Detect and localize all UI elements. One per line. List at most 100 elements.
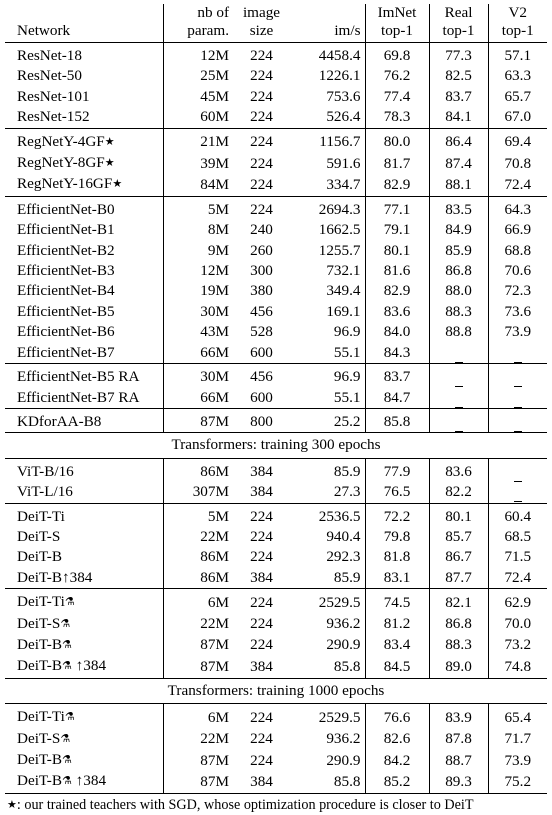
network-name-text: EfficientNet-B2 bbox=[17, 241, 115, 259]
real-top1 bbox=[429, 342, 489, 364]
star-icon: ★ bbox=[112, 178, 123, 191]
imnet-top1: 85.8 bbox=[365, 411, 430, 433]
alembic-icon: ⚗ bbox=[62, 638, 72, 651]
real-top1: 86.8 bbox=[429, 613, 489, 635]
image-size: 224 bbox=[250, 87, 273, 105]
param-count: 87M bbox=[163, 771, 233, 794]
network-name-text: ResNet-18 bbox=[17, 47, 82, 64]
real-top1: 85.9 bbox=[429, 240, 489, 262]
imnet-top1: 83.1 bbox=[365, 567, 430, 589]
throughput: 2529.5 bbox=[290, 592, 366, 614]
network-name: ResNet-101 bbox=[5, 86, 164, 108]
group-spacer bbox=[5, 703, 547, 708]
throughput: 936.2 bbox=[290, 728, 366, 750]
throughput: 732.1 bbox=[290, 261, 366, 282]
v2-top1 bbox=[488, 412, 547, 433]
real-top1: 83.7 bbox=[429, 86, 489, 108]
network-name: EfficientNet-B0 bbox=[5, 199, 164, 221]
network-name: EfficientNet-B5 bbox=[5, 301, 164, 323]
throughput: 96.9 bbox=[290, 367, 366, 388]
network-name: DeiT-B bbox=[5, 547, 164, 568]
imnet-top1: 69.8 bbox=[365, 46, 430, 67]
throughput: 4458.4 bbox=[290, 46, 366, 67]
imnet-top1: 84.5 bbox=[365, 656, 430, 679]
param-count: 12M bbox=[200, 47, 229, 64]
imnet-top1: 79.1 bbox=[365, 220, 430, 241]
table-row: EfficientNet-B3 12M 300 732.1 81.6 86.8 70.6 bbox=[5, 261, 547, 282]
image-size: 224 bbox=[250, 708, 273, 726]
network-name-text: EfficientNet-B5 RA bbox=[17, 368, 140, 386]
table-row: DeiT-S 22M 224 940.4 79.8 85.7 68.5 bbox=[5, 526, 547, 548]
throughput: 96.9 bbox=[290, 322, 366, 343]
v2-top1 bbox=[488, 482, 547, 503]
network-name-text: DeiT-S bbox=[17, 527, 61, 545]
not-available-dash bbox=[513, 480, 522, 482]
throughput: 334.7 bbox=[290, 174, 366, 197]
imnet-top1: 76.2 bbox=[365, 66, 430, 87]
param-count: 9M bbox=[207, 241, 229, 259]
param-count: 5M bbox=[207, 200, 229, 218]
throughput: 169.1 bbox=[290, 301, 366, 323]
throughput: 526.4 bbox=[290, 107, 366, 129]
alembic-icon: ⚗ bbox=[62, 775, 72, 788]
param-count: 39M bbox=[200, 154, 229, 172]
image-size: 224 bbox=[250, 548, 273, 566]
image-size: 224 bbox=[250, 507, 273, 525]
network-name: EfficientNet-B1 bbox=[5, 220, 164, 241]
image-size: 224 bbox=[250, 730, 273, 748]
real-top1: 80.1 bbox=[429, 506, 489, 527]
network-name-text: EfficientNet-B6 bbox=[17, 323, 115, 341]
not-available-dash bbox=[454, 386, 463, 388]
network-name: EfficientNet-B7 bbox=[5, 342, 164, 364]
image-size: 800 bbox=[250, 412, 273, 430]
throughput: 55.1 bbox=[290, 342, 366, 364]
table-row: EfficientNet-B6 43M 528 96.9 84.0 88.8 73.9 bbox=[5, 322, 547, 343]
header-v2-top1: V2 top-1 bbox=[501, 4, 534, 39]
group-spacer bbox=[5, 407, 547, 412]
v2-top1 bbox=[488, 343, 547, 364]
header-ims: im/s bbox=[290, 4, 366, 43]
v2-top1: 68.8 bbox=[504, 241, 532, 259]
network-name-text: DeiT-Ti bbox=[17, 708, 65, 726]
network-name: ViT-L/16 bbox=[5, 482, 164, 504]
v2-top1: 62.9 bbox=[504, 593, 532, 611]
image-size: 456 bbox=[250, 368, 273, 386]
network-name: EfficientNet-B7 RA bbox=[5, 387, 164, 409]
param-count: 6M bbox=[207, 708, 229, 726]
not-available-dash bbox=[513, 406, 522, 408]
group-spacer bbox=[5, 502, 547, 507]
image-size: 384 bbox=[250, 568, 273, 586]
imnet-top1: 82.9 bbox=[365, 281, 430, 302]
network-name: DeiT-Ti⚗ bbox=[5, 592, 164, 614]
network-name: DeiT-B⚗ bbox=[5, 634, 164, 657]
imnet-top1: 81.2 bbox=[365, 613, 430, 635]
network-name-text: EfficientNet-B4 bbox=[17, 282, 115, 300]
param-count: 45M bbox=[200, 87, 229, 105]
imnet-top1: 84.3 bbox=[365, 342, 430, 364]
image-size: 224 bbox=[250, 751, 273, 769]
network-name-text: RegNetY-16GF bbox=[17, 175, 113, 193]
resolution-suffix: ↑384 bbox=[62, 568, 93, 586]
network-name-text: DeiT-S bbox=[17, 729, 61, 747]
v2-top1: 70.8 bbox=[504, 154, 532, 172]
throughput: 2536.5 bbox=[290, 506, 366, 527]
v2-top1 bbox=[488, 367, 547, 388]
v2-top1: 68.5 bbox=[504, 527, 532, 545]
param-count: 86M bbox=[200, 548, 229, 566]
network-name-text: DeiT-B bbox=[17, 548, 62, 566]
group-spacer bbox=[5, 42, 547, 46]
alembic-icon: ⚗ bbox=[62, 660, 72, 673]
star-icon: ★ bbox=[7, 798, 17, 811]
v2-top1: 74.8 bbox=[504, 657, 532, 675]
real-top1: 86.8 bbox=[429, 261, 489, 282]
image-size: 224 bbox=[250, 593, 273, 611]
imnet-top1: 74.5 bbox=[365, 592, 430, 614]
network-name-text: EfficientNet-B7 RA bbox=[17, 388, 140, 406]
v2-top1: 69.4 bbox=[504, 133, 532, 151]
real-top1: 84.1 bbox=[429, 107, 489, 129]
real-top1: 82.1 bbox=[429, 592, 489, 614]
throughput: 2529.5 bbox=[290, 707, 366, 729]
param-count: 6M bbox=[207, 593, 229, 611]
v2-top1: 73.2 bbox=[504, 636, 532, 654]
v2-top1: 60.4 bbox=[504, 507, 532, 525]
